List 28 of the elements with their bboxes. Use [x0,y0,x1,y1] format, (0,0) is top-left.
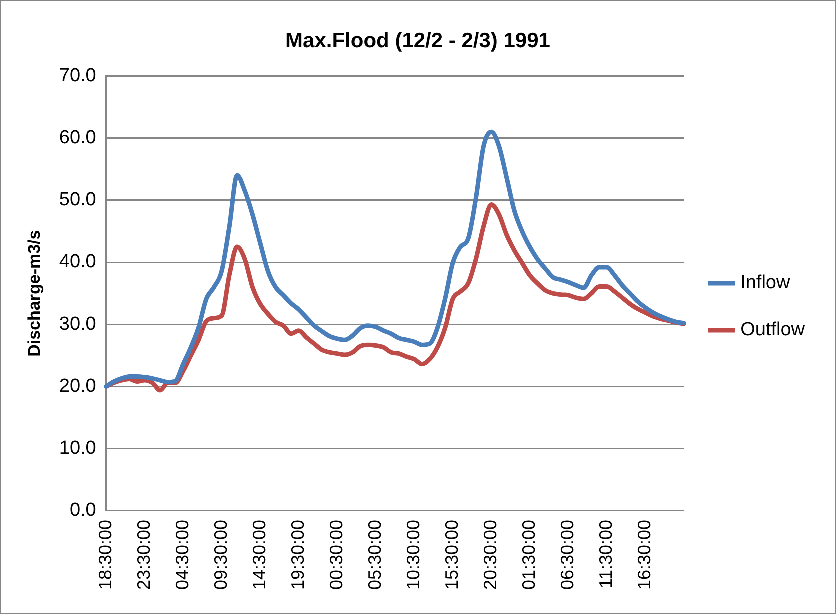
line-series [104,130,686,389]
y-tick-label: 0.0 [70,500,96,522]
x-tick-label: 23:30:00 [134,520,154,590]
y-tick-label: 30.0 [59,314,96,335]
x-tick-label: 18:30:00 [95,520,116,590]
y-tick-label: 70.0 [59,65,96,86]
y-tick-label: 50.0 [59,190,96,211]
x-tick-label: 06:30:00 [558,520,578,590]
y-tick-label: 20.0 [59,376,96,397]
legend-label: Inflow [740,272,790,294]
x-tick-label: 01:30:00 [519,520,539,590]
y-axis-title: Discharge-m3/s [24,230,44,357]
x-tick-label: 09:30:00 [210,520,231,590]
x-tick-label: 14:30:00 [249,520,270,590]
x-tick-label: 00:30:00 [326,520,346,590]
y-tick-label: 10.0 [59,438,96,460]
y-tick-label: 60.0 [59,128,96,149]
x-tick-label: 16:30:00 [634,520,655,590]
x-tick-label: 10:30:00 [403,520,424,590]
x-tick-label: 20:30:00 [480,520,500,590]
x-tick-label: 11:30:00 [596,520,616,589]
x-tick-label: 04:30:00 [172,520,192,590]
x-tick-label: 19:30:00 [288,520,308,590]
x-tick-label: 05:30:00 [364,520,385,590]
chart-title: Max.Flood (12/2 - 2/3) 1991 [286,29,551,52]
y-tick-label: 40.0 [59,252,96,273]
x-tick-label: 15:30:00 [442,520,462,590]
legend-label: Outflow [740,320,806,341]
